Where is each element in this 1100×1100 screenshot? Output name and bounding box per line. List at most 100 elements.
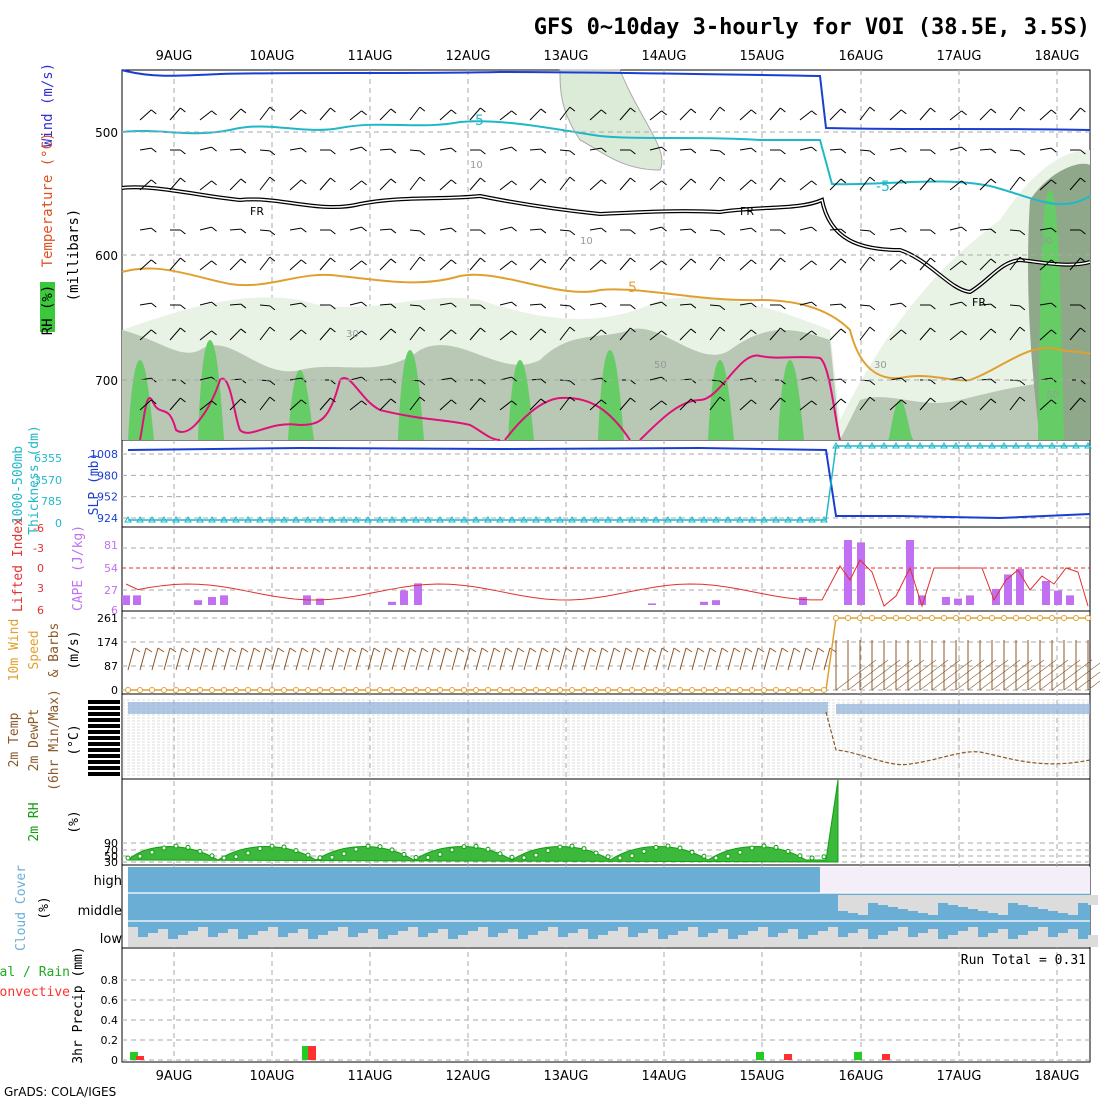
precip-tick-label: 0 bbox=[111, 1054, 118, 1067]
wind-barb bbox=[409, 149, 420, 152]
wind-barb-tick bbox=[300, 179, 307, 185]
rh2m-marker bbox=[257, 846, 263, 852]
cloud-low-gap bbox=[598, 935, 608, 947]
wind-barb-tick bbox=[690, 303, 697, 309]
thickness-marker bbox=[916, 442, 924, 449]
cloud-mid-gap bbox=[1058, 895, 1068, 913]
wind10-barb-tick bbox=[589, 647, 597, 653]
wind-barb-tick bbox=[150, 227, 157, 233]
rh2m-marker bbox=[533, 852, 539, 858]
cloud-mid-gap bbox=[968, 895, 978, 909]
rh2m-marker bbox=[293, 848, 299, 854]
temp-tick-block bbox=[88, 724, 120, 728]
wind10-barb bbox=[187, 647, 195, 671]
slp-panel: 1008 980 952 924 6355 3570 785 0 bbox=[34, 442, 1092, 530]
wind-barb bbox=[979, 148, 991, 151]
wind-barb-tick bbox=[840, 378, 847, 384]
cloud-low-gap bbox=[188, 931, 198, 947]
rh2m-marker bbox=[521, 855, 527, 861]
wind10-barb-tick bbox=[157, 647, 165, 653]
panel-frame bbox=[121, 439, 1091, 528]
cape-bar bbox=[954, 598, 962, 605]
panel-axis-label: SLP (mb) bbox=[87, 453, 102, 516]
wind-barb-tick bbox=[150, 302, 157, 308]
wind10-marker bbox=[701, 687, 707, 693]
wind-barb bbox=[229, 178, 242, 191]
wind-barb bbox=[289, 179, 302, 191]
wind-barb-tick bbox=[330, 229, 336, 235]
wind10-marker bbox=[377, 687, 383, 693]
wind-barb bbox=[529, 108, 542, 121]
rh2m-marker bbox=[701, 853, 707, 859]
cloud-low-gap bbox=[1058, 933, 1068, 947]
wind-barb-tick bbox=[1019, 230, 1026, 236]
wind-barb-tick bbox=[269, 106, 276, 112]
wind-barb-tick bbox=[780, 107, 786, 113]
wind10-barb-tick bbox=[145, 647, 153, 653]
wind10-marker bbox=[293, 687, 299, 693]
cloud-mid-gap bbox=[1068, 895, 1078, 915]
wind10-marker bbox=[521, 687, 527, 693]
wind-barb bbox=[259, 304, 270, 307]
wind10-marker bbox=[245, 687, 251, 693]
wind10-barb bbox=[811, 647, 819, 671]
wind-barb bbox=[349, 301, 362, 306]
wind-barb-tick bbox=[330, 257, 336, 263]
wind10-marker bbox=[917, 615, 923, 621]
wind-barb-tick bbox=[869, 256, 876, 262]
rh-legend-swatch bbox=[40, 282, 55, 332]
precip-bar bbox=[130, 1052, 138, 1060]
wind-barb bbox=[1009, 229, 1020, 232]
wind-barb bbox=[1069, 177, 1081, 191]
cloud-low-gap bbox=[688, 927, 698, 947]
thickness-tick-label: 6355 bbox=[34, 452, 62, 465]
wind-barb-tick bbox=[419, 176, 426, 182]
cloud-low-gap bbox=[828, 927, 838, 947]
wind-barb-tick bbox=[869, 380, 876, 386]
bottom-date-label: 15AUG bbox=[739, 1069, 784, 1084]
precip-bar bbox=[136, 1056, 144, 1060]
cloud-low-gap bbox=[238, 939, 248, 947]
rh2m-marker bbox=[605, 854, 611, 860]
wind10-marker bbox=[893, 615, 899, 621]
wind-barb bbox=[739, 302, 752, 306]
wind-barb-tick bbox=[511, 260, 517, 266]
wind10-barb-tick bbox=[697, 647, 705, 653]
rh2m-marker bbox=[497, 851, 503, 857]
wind-barb-tick bbox=[480, 229, 486, 235]
wind-barb bbox=[289, 302, 302, 306]
cloud-low-gap bbox=[258, 931, 268, 947]
thickness-marker bbox=[256, 516, 264, 523]
wind-barb bbox=[169, 397, 181, 411]
wind-barb-tick bbox=[390, 108, 397, 114]
wind10-barb-tick bbox=[1027, 659, 1069, 691]
wind-barb bbox=[559, 176, 571, 191]
wind-barb bbox=[199, 376, 212, 381]
wind-barb-tick bbox=[840, 108, 847, 114]
wind-barb bbox=[979, 228, 991, 231]
wind10-marker bbox=[809, 687, 815, 693]
thickness-marker bbox=[304, 516, 312, 523]
cloud-low-gap bbox=[928, 929, 938, 947]
wind-barb bbox=[1039, 227, 1052, 231]
cloud-low-gap bbox=[438, 929, 448, 947]
wind-barb bbox=[709, 396, 721, 411]
wind10-marker bbox=[989, 615, 995, 621]
rh2m-marker bbox=[173, 843, 179, 849]
wind-barb bbox=[199, 330, 212, 341]
wind10-marker bbox=[713, 687, 719, 693]
wind-barb-tick bbox=[419, 396, 426, 402]
wind10-barb-tick bbox=[883, 659, 925, 691]
wind10-barb bbox=[283, 647, 291, 671]
wind10-marker bbox=[389, 687, 395, 693]
wind-barb bbox=[769, 177, 781, 191]
wind-barb bbox=[529, 148, 541, 151]
wind-barb-tick bbox=[930, 304, 936, 310]
li-tick-label: -6 bbox=[33, 522, 44, 535]
precip-tick-label: 0.4 bbox=[101, 1014, 119, 1027]
wind-barb-tick bbox=[750, 302, 757, 308]
wind-barb-tick bbox=[600, 147, 607, 153]
cloud-mid-gap bbox=[1028, 895, 1038, 907]
wind-barb bbox=[469, 327, 481, 341]
wind-barb bbox=[319, 327, 331, 341]
